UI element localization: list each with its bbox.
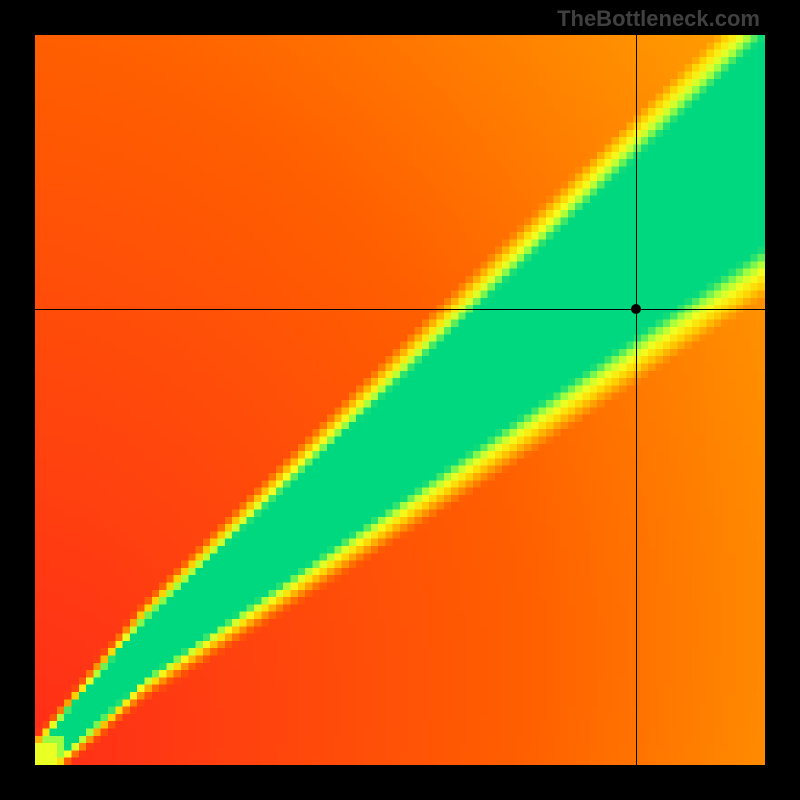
selection-marker-dot: [631, 304, 641, 314]
bottleneck-heatmap: [35, 35, 765, 765]
watermark-text: TheBottleneck.com: [557, 6, 760, 32]
chart-container: TheBottleneck.com: [0, 0, 800, 800]
crosshair-horizontal: [35, 309, 765, 310]
plot-area: [35, 35, 765, 765]
crosshair-vertical: [636, 35, 637, 765]
